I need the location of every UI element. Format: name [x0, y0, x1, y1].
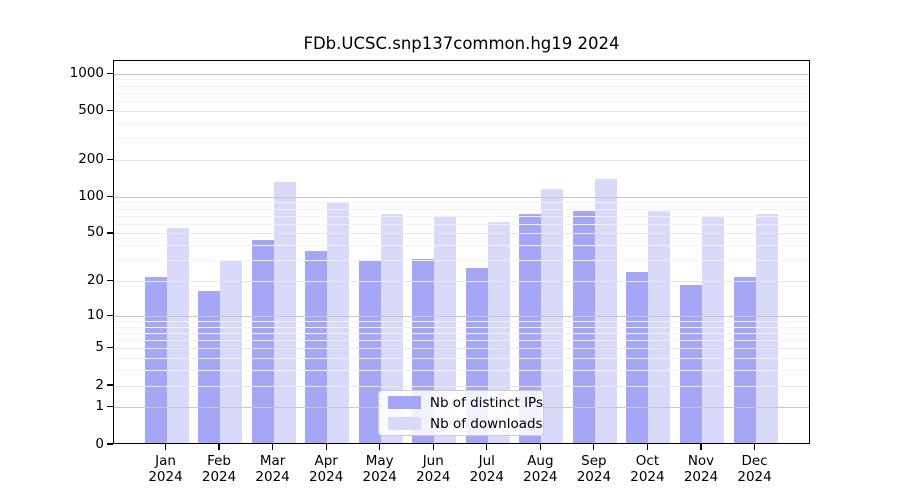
- x-tick-label-feb: Feb 2024: [201, 453, 237, 485]
- legend-item-distinct-ips: Nb of distinct IPs: [388, 395, 543, 411]
- gridline-1000: [114, 73, 809, 75]
- y-tick-mark: [107, 443, 113, 445]
- bar-ips-nov: [680, 284, 702, 443]
- gridline-80: [114, 208, 809, 210]
- bar-downloads-dec: [755, 214, 778, 443]
- y-tick-mark: [107, 347, 113, 349]
- bar-downloads-jul: [487, 221, 510, 443]
- chart-title: FDb.UCSC.snp137common.hg19 2024: [303, 34, 620, 53]
- gridline-70: [114, 215, 809, 217]
- y-tick-mark: [107, 72, 113, 74]
- y-tick-mark: [107, 109, 113, 111]
- bar-ips-may: [358, 260, 381, 443]
- legend-label-downloads: Nb of downloads: [430, 415, 543, 432]
- legend-swatch-downloads: [388, 417, 421, 430]
- gridline-3: [114, 370, 809, 372]
- gridline-200: [114, 159, 809, 161]
- gridline-300: [114, 138, 809, 140]
- x-tick-mark: [593, 444, 595, 450]
- x-tick-mark: [432, 444, 434, 450]
- x-tick-mark: [700, 444, 702, 450]
- gridline-5: [114, 348, 809, 350]
- y-tick-label-200: 200: [78, 150, 104, 167]
- x-tick-label-sep: Sep 2024: [576, 453, 612, 485]
- bar-downloads-nov: [702, 217, 724, 443]
- y-tick-label-1: 1: [95, 398, 104, 415]
- bar-ips-oct: [626, 272, 649, 443]
- legend: Nb of distinct IPs Nb of downloads: [378, 390, 544, 436]
- x-tick-mark: [539, 444, 541, 450]
- gridline-400: [114, 122, 809, 124]
- gridline-500: [114, 110, 809, 112]
- x-tick-mark: [218, 444, 220, 450]
- gridline-90: [114, 202, 809, 204]
- bar-downloads-apr: [327, 202, 350, 443]
- y-tick-label-0: 0: [95, 435, 104, 452]
- x-tick-mark: [379, 444, 381, 450]
- gridline-20: [114, 281, 809, 283]
- x-tick-mark: [272, 444, 274, 450]
- x-tick-mark: [646, 444, 649, 450]
- gridline-60: [114, 223, 809, 225]
- bar-downloads-sep: [594, 178, 617, 443]
- x-tick-label-mar: Mar 2024: [255, 453, 290, 485]
- x-tick-label-nov: Nov 2024: [683, 453, 719, 485]
- x-tick-label-dec: Dec 2024: [737, 453, 772, 485]
- x-tick-label-apr: Apr 2024: [308, 453, 344, 485]
- y-tick-mark: [107, 195, 113, 197]
- x-tick-label-may: May 2024: [362, 453, 397, 485]
- y-tick-mark: [107, 406, 113, 408]
- gridline-50: [114, 233, 809, 235]
- y-tick-label-2: 2: [95, 376, 104, 393]
- gridline-4: [114, 358, 809, 360]
- y-tick-mark: [107, 384, 113, 386]
- bar-downloads-mar: [273, 182, 296, 443]
- gridline-10: [114, 315, 809, 317]
- x-tick-label-aug: Aug 2024: [523, 453, 558, 485]
- bar-downloads-jun: [434, 217, 457, 443]
- gridline-700: [114, 92, 809, 94]
- gridline-7: [114, 332, 809, 334]
- gridline-800: [114, 85, 809, 87]
- x-tick-label-jul: Jul 2024: [469, 453, 504, 485]
- y-tick-mark: [107, 314, 113, 316]
- x-tick-label-jan: Jan 2024: [148, 453, 183, 485]
- x-tick-label-jun: Jun 2024: [416, 453, 451, 485]
- legend-item-downloads: Nb of downloads: [388, 416, 543, 432]
- x-tick-mark: [486, 444, 488, 450]
- gridline-8: [114, 326, 809, 328]
- gridline-2: [114, 385, 809, 387]
- bar-ips-apr: [305, 250, 328, 443]
- x-tick-mark: [753, 444, 756, 450]
- gridline-100: [114, 196, 809, 198]
- x-tick-mark: [325, 444, 327, 450]
- bar-ips-feb: [198, 290, 221, 443]
- legend-label-distinct-ips: Nb of distinct IPs: [429, 394, 543, 411]
- y-tick-label-100: 100: [78, 187, 104, 204]
- gridline-30: [114, 260, 809, 262]
- gridline-9: [114, 320, 809, 322]
- gridline-600: [114, 101, 809, 103]
- gridline-6: [114, 340, 809, 342]
- bar-ips-jan: [144, 277, 167, 443]
- bar-ips-dec: [733, 277, 756, 443]
- x-tick-mark: [164, 444, 167, 450]
- x-tick-label-oct: Oct 2024: [630, 453, 665, 485]
- y-tick-label-50: 50: [86, 224, 104, 241]
- gridline-40: [114, 245, 809, 247]
- legend-swatch-distinct-ips: [388, 396, 421, 409]
- y-tick-label-10: 10: [86, 306, 104, 323]
- plot-area: [113, 60, 810, 444]
- bar-ips-mar: [251, 239, 274, 443]
- gridline-900: [114, 79, 809, 81]
- y-tick-label-5: 5: [95, 339, 104, 356]
- y-tick-label-500: 500: [78, 101, 104, 118]
- y-tick-label-20: 20: [86, 272, 104, 289]
- y-tick-mark: [107, 280, 113, 282]
- y-tick-mark: [107, 158, 113, 160]
- y-tick-mark: [107, 232, 113, 234]
- bar-downloads-feb: [220, 260, 243, 443]
- y-tick-label-1000: 1000: [69, 64, 104, 81]
